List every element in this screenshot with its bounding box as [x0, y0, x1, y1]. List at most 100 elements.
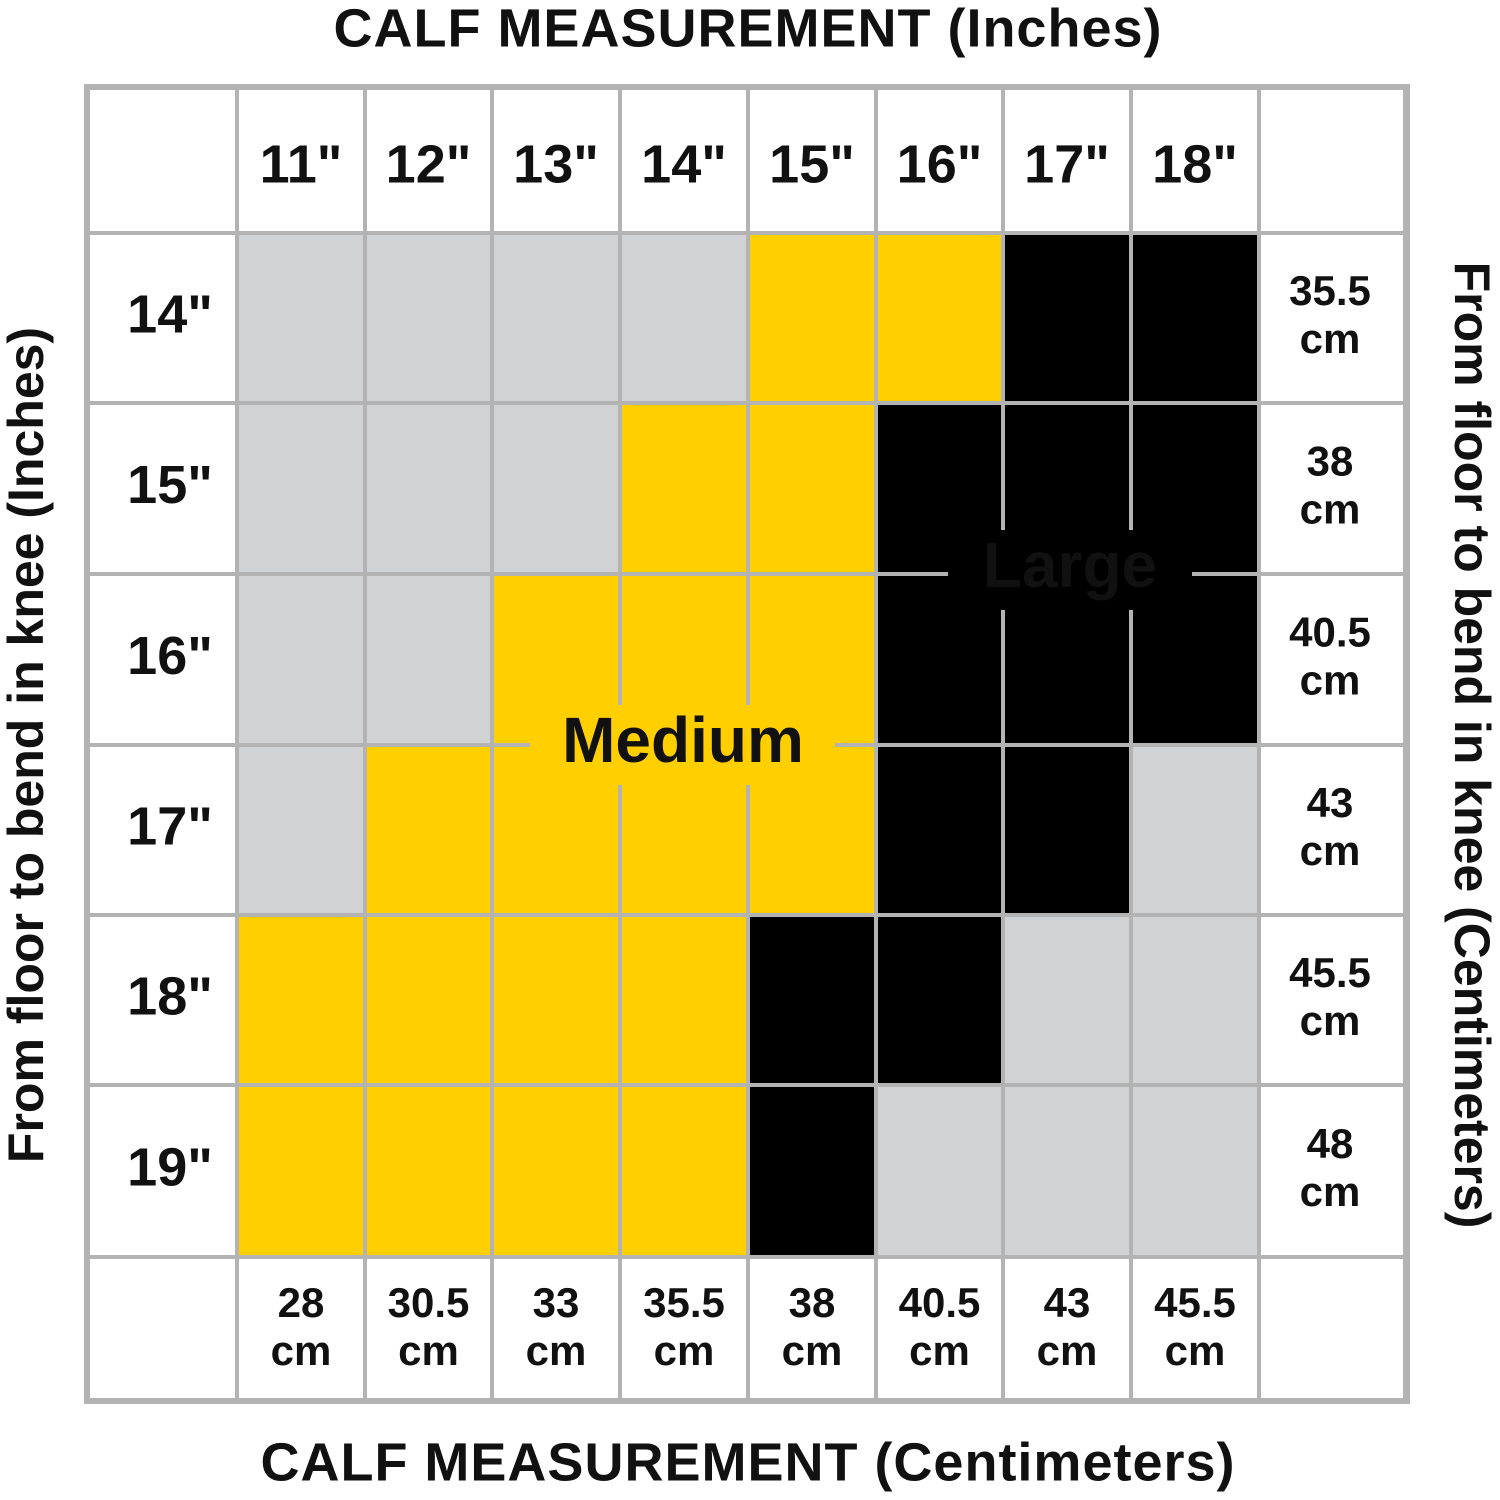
cell [239, 405, 363, 572]
cell [622, 1087, 746, 1255]
cell [1133, 1259, 1257, 1398]
cell [1133, 235, 1257, 401]
column-cm-value: 40.5 [899, 1279, 981, 1326]
cell [750, 405, 874, 572]
cell [1261, 90, 1403, 231]
title-left: From floor to bend in knee (Inches) [0, 327, 54, 1163]
title-top: CALF MEASUREMENT (Inches) [333, 0, 1162, 58]
row-inch-label: 16" [127, 626, 213, 686]
cell [1005, 235, 1129, 401]
cell [494, 235, 618, 401]
column-cm-unit: cm [909, 1327, 970, 1374]
cell [878, 1087, 1001, 1255]
cell [1005, 747, 1129, 913]
medium-label-bg [530, 705, 835, 785]
cell [90, 405, 235, 572]
row-cm-value: 43 [1307, 779, 1354, 826]
large-label: Large [983, 529, 1157, 601]
column-cm-unit: cm [1165, 1327, 1226, 1374]
column-inch-label: 18" [1152, 134, 1238, 194]
column-inch-label: 13" [513, 134, 599, 194]
row-cm-unit: cm [1300, 1168, 1361, 1215]
cell [90, 1259, 235, 1398]
column-cm-value: 28 [278, 1279, 325, 1326]
row-cm-value: 45.5 [1289, 949, 1371, 996]
cell [750, 917, 874, 1083]
column-inch-label: 12" [386, 134, 472, 194]
cell [367, 1087, 490, 1255]
title-right: From floor to bend in knee (Centimeters) [1444, 262, 1500, 1229]
cell [367, 917, 490, 1083]
cell [494, 1087, 618, 1255]
cell [1005, 90, 1129, 231]
cell [239, 1087, 363, 1255]
row-cm-value: 35.5 [1289, 267, 1371, 314]
cell [1005, 917, 1129, 1083]
column-cm-value: 43 [1044, 1279, 1091, 1326]
column-cm-value: 38 [789, 1279, 836, 1326]
row-cm-value: 48 [1307, 1120, 1354, 1167]
cell [750, 1087, 874, 1255]
cell [494, 1259, 618, 1398]
cell [1261, 576, 1403, 743]
cell [878, 917, 1001, 1083]
cell [622, 1259, 746, 1398]
column-cm-value: 35.5 [643, 1279, 725, 1326]
cell [1261, 917, 1403, 1083]
column-inch-label: 14" [641, 134, 727, 194]
cell [239, 917, 363, 1083]
title-bottom: CALF MEASUREMENT (Centimeters) [260, 1432, 1235, 1492]
column-cm-unit: cm [271, 1327, 332, 1374]
row-cm-value: 38 [1307, 438, 1354, 485]
cell [239, 235, 363, 401]
row-inch-label: 18" [127, 966, 213, 1026]
column-inch-label: 17" [1024, 134, 1110, 194]
cell [878, 90, 1001, 231]
column-inch-label: 15" [769, 134, 855, 194]
cell [367, 235, 490, 401]
column-cm-unit: cm [398, 1327, 459, 1374]
row-cm-unit: cm [1300, 997, 1361, 1044]
cell [367, 405, 490, 572]
cell [90, 747, 235, 913]
cell [367, 747, 490, 913]
cell [1261, 405, 1403, 572]
cell [750, 90, 874, 231]
column-cm-unit: cm [654, 1327, 715, 1374]
column-cm-value: 30.5 [388, 1279, 470, 1326]
cell [90, 1087, 235, 1255]
cell [1261, 1087, 1403, 1255]
cell [1261, 1259, 1403, 1398]
cell [1133, 917, 1257, 1083]
cell [90, 917, 235, 1083]
cell [239, 1259, 363, 1398]
cell [367, 576, 490, 743]
cell [750, 1259, 874, 1398]
cell [1005, 1259, 1129, 1398]
cell [239, 90, 363, 231]
row-cm-value: 40.5 [1289, 609, 1371, 656]
cell [494, 90, 618, 231]
cell [494, 405, 618, 572]
cell [90, 235, 235, 401]
medium-label: Medium [562, 704, 804, 776]
cell [1133, 747, 1257, 913]
cell [1261, 747, 1403, 913]
column-inch-label: 11" [260, 134, 343, 194]
column-cm-value: 45.5 [1154, 1279, 1236, 1326]
cell [878, 1259, 1001, 1398]
row-cm-unit: cm [1300, 657, 1361, 704]
column-cm-unit: cm [1037, 1327, 1098, 1374]
cell [1133, 90, 1257, 231]
large-label-bg [948, 530, 1192, 610]
cell [239, 576, 363, 743]
cell [878, 747, 1001, 913]
cell [622, 917, 746, 1083]
cell [750, 235, 874, 401]
cell [1005, 1087, 1129, 1255]
cell [367, 90, 490, 231]
row-cm-unit: cm [1300, 486, 1361, 533]
column-cm-unit: cm [526, 1327, 587, 1374]
cell [622, 235, 746, 401]
